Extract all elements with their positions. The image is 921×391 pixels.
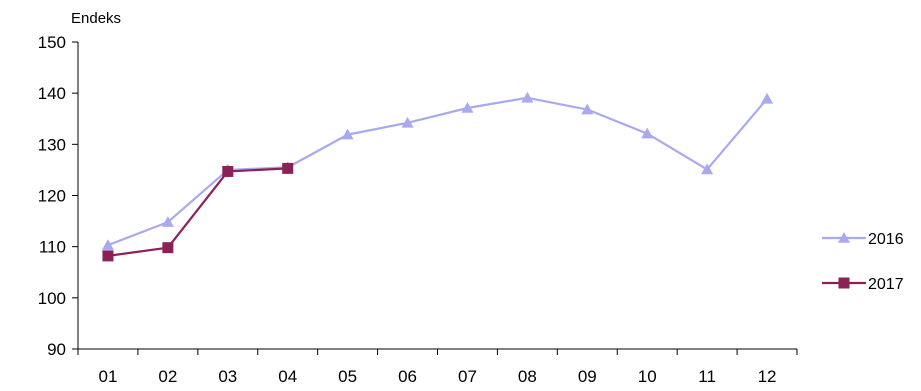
- x-tick-label: 09: [578, 367, 597, 386]
- x-tick-label: 12: [758, 367, 777, 386]
- x-tick-label: 11: [698, 367, 716, 386]
- series-group: [101, 91, 774, 262]
- series-2016-point: [761, 92, 774, 104]
- axes: [72, 41, 798, 355]
- series-2016-point: [581, 103, 594, 115]
- legend-2017-label: 2017: [868, 276, 904, 293]
- x-tick-label: 03: [218, 367, 237, 386]
- series-2016-point: [641, 127, 654, 139]
- x-tick-label: 06: [398, 367, 417, 386]
- series-2016-point: [101, 239, 114, 250]
- series-2017-line: [107, 167, 288, 257]
- series-2017-point: [102, 250, 114, 262]
- series-2016-point: [521, 91, 534, 103]
- y-tick-label: 110: [39, 238, 66, 257]
- legend-2017: 2017: [822, 276, 904, 293]
- y-tick-label: 120: [38, 187, 66, 206]
- x-tick-labels: 01 02 03 04 05 06 07 08 09 10 11 12: [98, 367, 776, 386]
- y-tick-label: 90: [47, 340, 66, 359]
- series-2016: [101, 91, 774, 250]
- x-tick-label: 08: [518, 367, 537, 386]
- x-tick-label: 05: [338, 367, 357, 386]
- x-tick-label: 02: [158, 367, 177, 386]
- series-2016-point: [161, 216, 174, 227]
- series-2016-point: [341, 128, 354, 140]
- legend-2016: 2016: [822, 231, 904, 248]
- legend-2016-label: 2016: [868, 231, 904, 248]
- series-2016-line: [107, 96, 768, 247]
- y-tick-labels: 90 100 110 120 130 140 150: [38, 33, 66, 359]
- series-2017-point: [222, 165, 234, 177]
- y-tick-label: 100: [38, 289, 66, 308]
- legend-2016-point: [838, 232, 850, 243]
- x-tick-label: 10: [638, 367, 657, 386]
- y-tick-label: 130: [38, 135, 66, 154]
- series-2016-point: [461, 102, 474, 113]
- legend-2017-point: [838, 277, 850, 289]
- series-2017-point: [162, 242, 174, 254]
- legend: 2016 2017: [822, 231, 904, 293]
- y-axis-title: Endeks: [71, 10, 121, 27]
- series-2017: [102, 162, 294, 262]
- x-tick-label: 01: [98, 367, 117, 386]
- series-2016-point: [701, 163, 714, 175]
- x-tick-label: 07: [458, 367, 477, 386]
- series-2016-point: [401, 116, 414, 128]
- y-tick-label: 140: [38, 84, 66, 103]
- x-tick-label: 04: [278, 367, 297, 386]
- series-2017-point: [282, 162, 294, 174]
- y-tick-label: 150: [38, 33, 66, 52]
